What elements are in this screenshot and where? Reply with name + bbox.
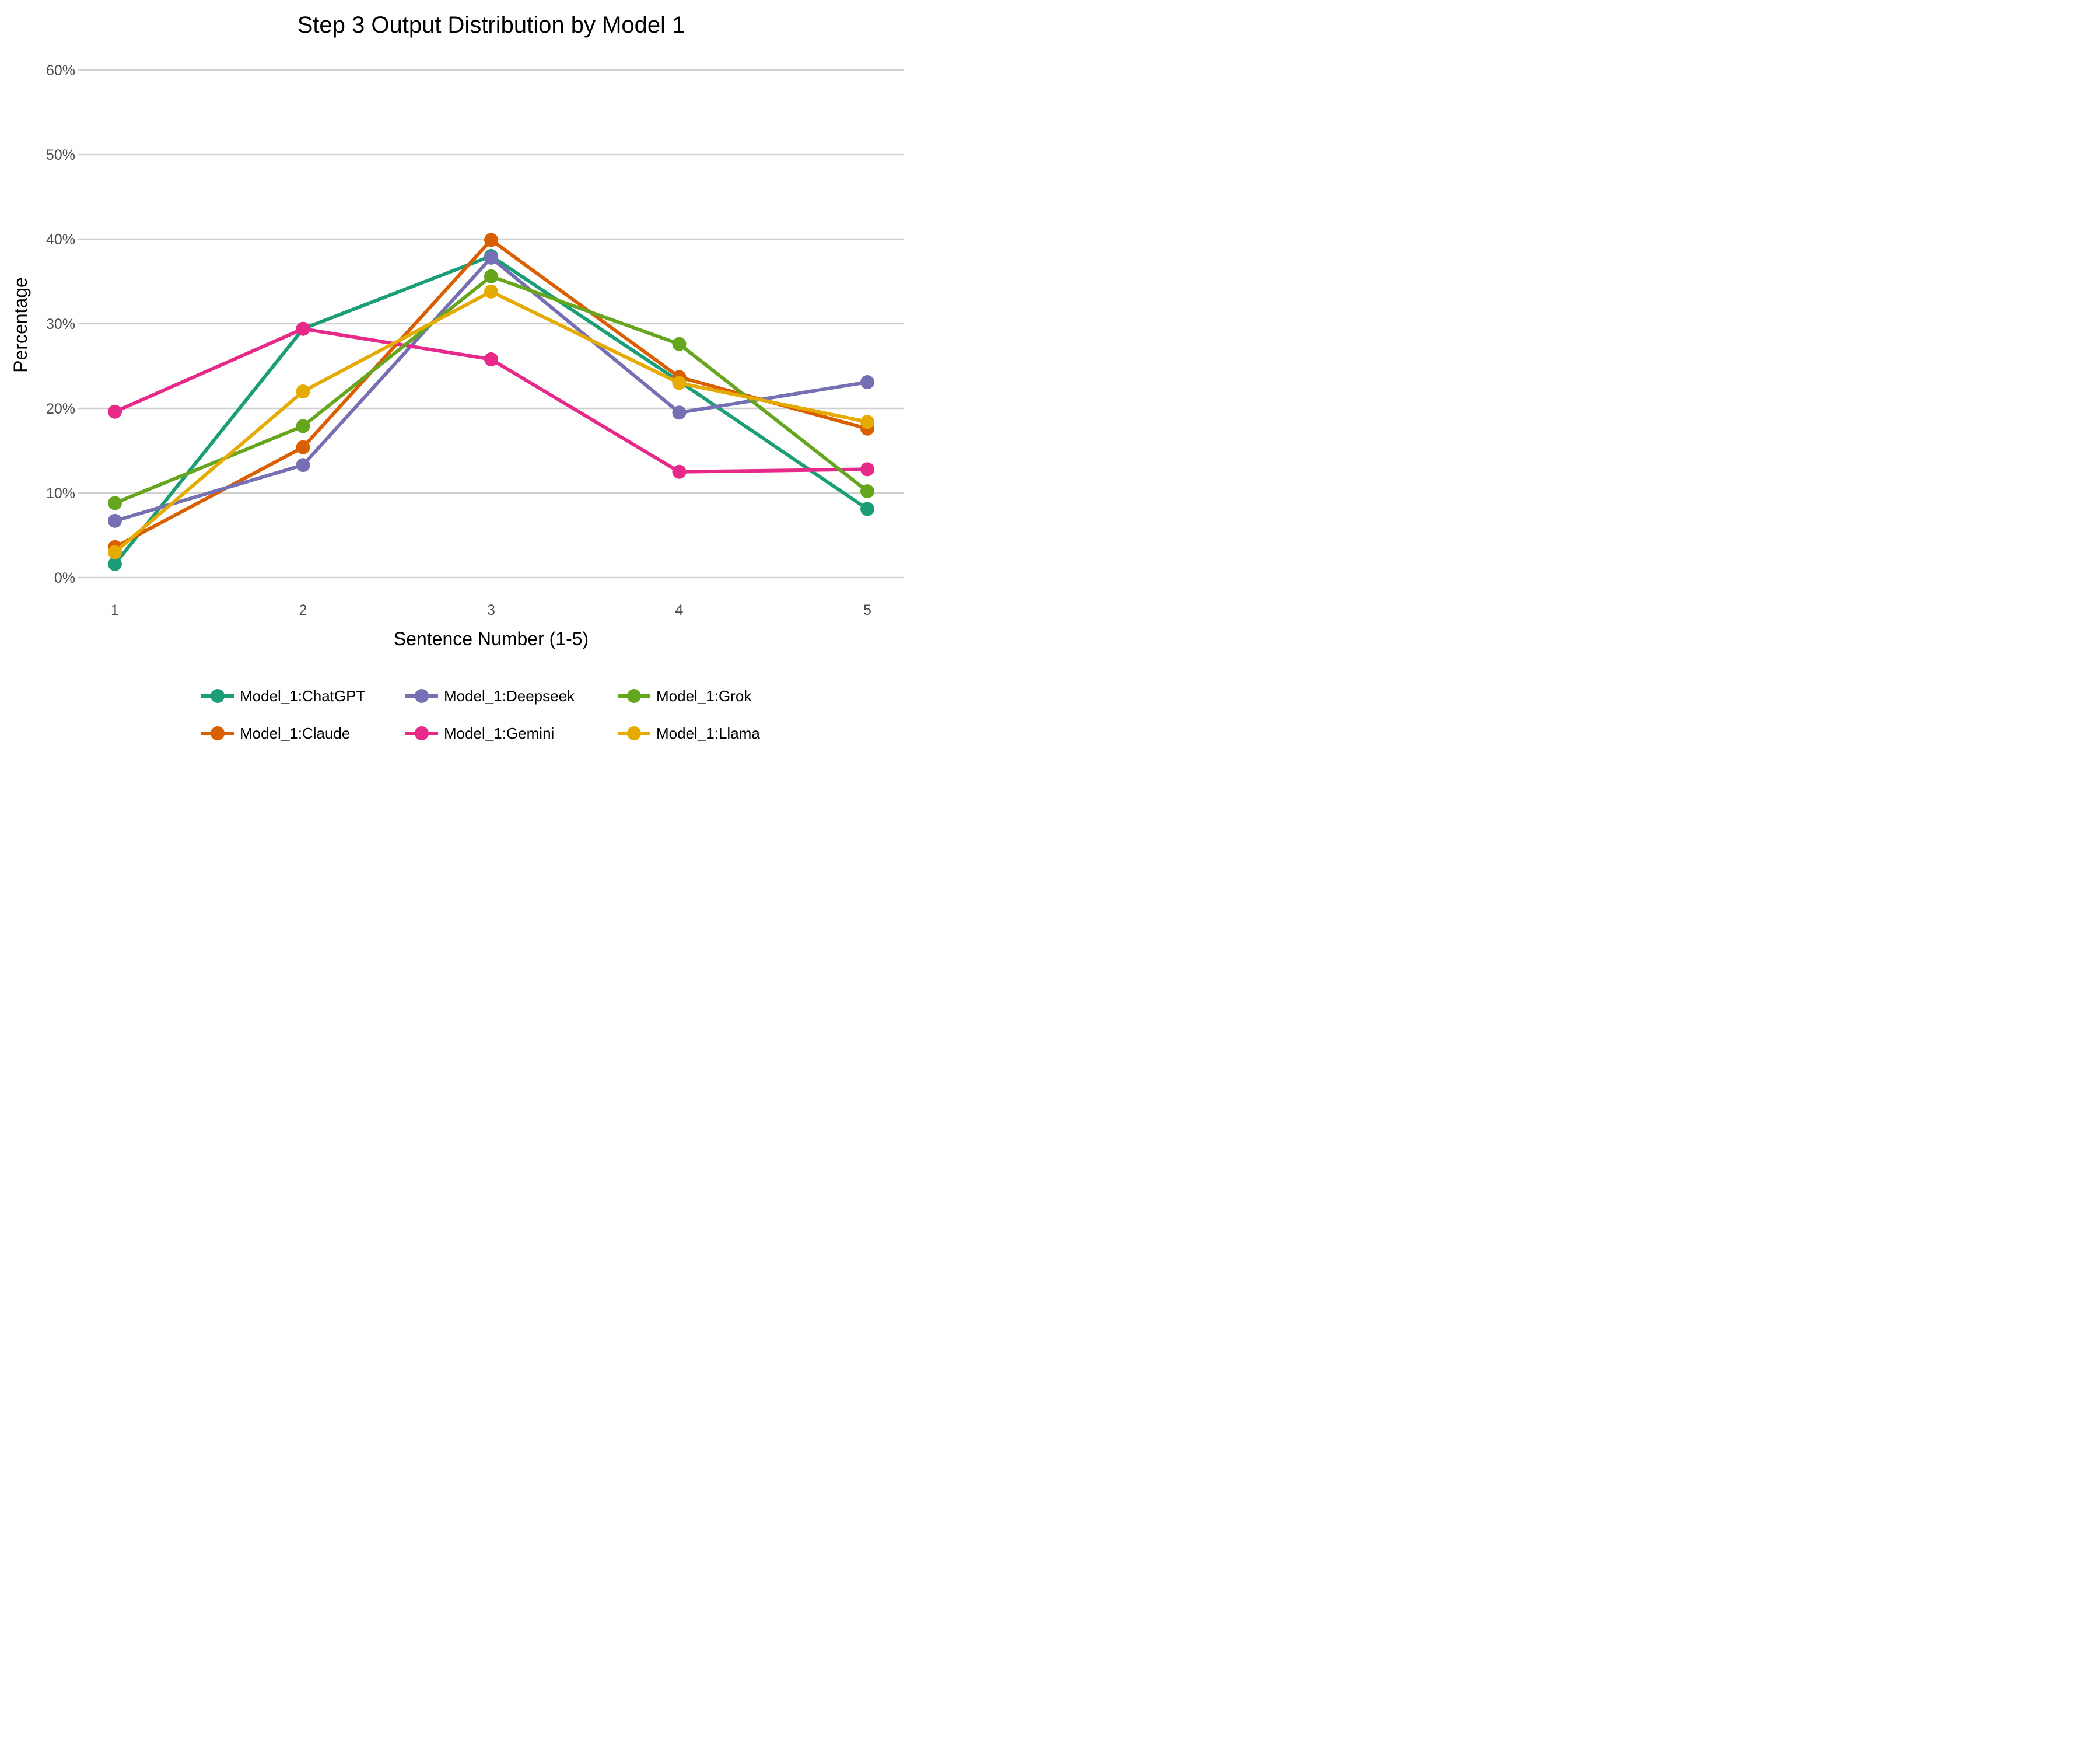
x-tick-label: 2 [299,602,307,618]
data-point-gemini [484,352,498,366]
data-point-deepseek [860,375,874,390]
legend-label: Model_1:Grok [656,687,752,705]
y-tick-label: 60% [46,62,75,79]
x-tick-label: 4 [676,602,684,618]
x-axis-title: Sentence Number (1-5) [394,628,589,649]
legend-swatch-marker [211,726,225,740]
data-point-llama [296,384,310,398]
series-grok [108,269,874,510]
data-point-deepseek [108,513,122,528]
data-point-chatgpt [860,502,874,516]
legend-item-llama: Model_1:Llama [618,724,760,742]
legend-swatch-marker [415,689,429,703]
y-axis-title: Percentage [10,277,31,373]
x-tick-label: 3 [487,602,495,618]
y-tick-label: 20% [46,401,75,417]
data-point-claude [296,440,310,454]
data-point-llama [860,415,874,429]
chart-title: Step 3 Output Distribution by Model 1 [298,12,685,38]
data-point-chatgpt [108,556,122,571]
legend-swatch-marker [627,726,641,740]
y-tick-label: 0% [54,570,75,586]
data-point-grok [860,484,874,499]
legend-label: Model_1:ChatGPT [240,687,365,705]
legend-item-chatgpt: Model_1:ChatGPT [201,687,365,705]
data-point-deepseek [296,458,310,473]
line-chart: Step 3 Output Distribution by Model 1 0%… [10,12,904,742]
data-point-gemini [672,464,687,479]
legend-swatch-marker [415,726,429,740]
data-point-llama [108,545,122,559]
series-line-chatgpt [113,254,869,565]
data-point-claude [484,233,498,247]
legend-item-deepseek: Model_1:Deepseek [405,687,575,705]
x-tick-label: 5 [863,602,872,618]
series-llama [108,284,874,559]
y-tick-label: 40% [46,232,75,248]
legend-swatch-marker [211,689,225,703]
series-gemini [108,321,874,479]
legend-swatch-marker [627,689,641,703]
legend-item-claude: Model_1:Claude [201,724,350,742]
legend-item-gemini: Model_1:Gemini [405,724,554,742]
legend-label: Model_1:Deepseek [444,687,575,705]
data-point-grok [484,269,498,284]
data-point-gemini [296,321,310,336]
legend-item-grok: Model_1:Grok [618,687,752,705]
legend-label: Model_1:Llama [656,724,760,742]
x-tick-label: 1 [111,602,119,618]
legend-label: Model_1:Claude [240,724,350,742]
y-tick-label: 30% [46,316,75,332]
data-point-deepseek [484,250,498,265]
legend: Model_1:ChatGPT Model_1:Deepseek Model_1:G… [201,687,760,742]
data-point-grok [296,419,310,433]
y-axis-ticks: 0% 10% 20% 30% 40% 50% 60% [46,62,75,586]
y-tick-label: 50% [46,147,75,163]
x-axis-ticks: 1 2 3 4 5 [111,602,872,618]
data-point-gemini [860,462,874,477]
data-point-gemini [108,404,122,419]
data-point-grok [672,337,687,351]
series-deepseek [108,250,874,528]
data-point-llama [484,284,498,299]
data-point-grok [108,496,122,510]
series-group [108,233,874,571]
legend-label: Model_1:Gemini [444,724,554,742]
data-point-deepseek [672,405,687,420]
data-point-llama [672,376,687,390]
y-tick-label: 10% [46,485,75,502]
